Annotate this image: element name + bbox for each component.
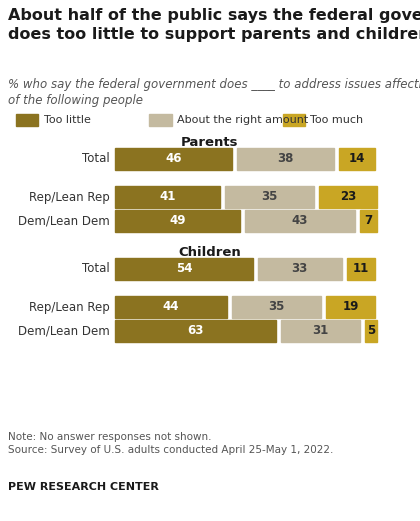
Text: Rep/Lean Rep: Rep/Lean Rep xyxy=(29,301,110,314)
Bar xyxy=(225,186,314,208)
Text: 14: 14 xyxy=(349,153,365,166)
Text: PEW RESEARCH CENTER: PEW RESEARCH CENTER xyxy=(8,482,159,492)
Bar xyxy=(115,210,240,232)
Text: Parents: Parents xyxy=(181,136,239,149)
Text: 63: 63 xyxy=(187,325,204,338)
Text: 31: 31 xyxy=(312,325,328,338)
Bar xyxy=(115,148,232,170)
Text: 11: 11 xyxy=(353,263,369,276)
Bar xyxy=(283,114,305,127)
Text: Children: Children xyxy=(178,246,242,259)
Text: Too little: Too little xyxy=(44,115,90,125)
Bar xyxy=(258,258,342,280)
Bar xyxy=(237,148,334,170)
Bar xyxy=(115,186,220,208)
Text: Dem/Lean Dem: Dem/Lean Dem xyxy=(18,325,110,338)
Text: Too much: Too much xyxy=(310,115,363,125)
Text: 33: 33 xyxy=(291,263,308,276)
Bar xyxy=(150,114,172,127)
Bar xyxy=(281,320,360,342)
Text: 38: 38 xyxy=(278,153,294,166)
Text: 54: 54 xyxy=(176,263,192,276)
Text: 41: 41 xyxy=(159,191,176,204)
Text: 35: 35 xyxy=(269,301,285,314)
Bar xyxy=(115,296,227,318)
Text: 46: 46 xyxy=(165,153,182,166)
Text: Note: No answer responses not shown.
Source: Survey of U.S. adults conducted Apr: Note: No answer responses not shown. Sou… xyxy=(8,432,333,455)
Bar xyxy=(326,296,375,318)
Text: % who say the federal government does ____ to address issues affecting each
of t: % who say the federal government does __… xyxy=(8,78,420,107)
Bar xyxy=(347,258,375,280)
Bar xyxy=(115,258,253,280)
Text: 49: 49 xyxy=(169,215,186,228)
Text: 23: 23 xyxy=(340,191,356,204)
Text: About the right amount: About the right amount xyxy=(177,115,308,125)
Text: Total: Total xyxy=(82,153,110,166)
Text: 43: 43 xyxy=(291,215,308,228)
Text: 35: 35 xyxy=(261,191,277,204)
Text: Rep/Lean Rep: Rep/Lean Rep xyxy=(29,191,110,204)
Bar xyxy=(365,320,378,342)
Text: 19: 19 xyxy=(342,301,359,314)
Bar xyxy=(16,114,38,127)
Text: About half of the public says the federal government
does too little to support : About half of the public says the federa… xyxy=(8,8,420,42)
Text: 7: 7 xyxy=(365,215,373,228)
Text: Dem/Lean Dem: Dem/Lean Dem xyxy=(18,215,110,228)
Bar xyxy=(245,210,354,232)
Bar xyxy=(360,210,378,232)
Text: 44: 44 xyxy=(163,301,179,314)
Bar xyxy=(115,320,276,342)
Bar xyxy=(319,186,378,208)
Bar xyxy=(339,148,375,170)
Text: Total: Total xyxy=(82,263,110,276)
Bar xyxy=(232,296,321,318)
Text: 5: 5 xyxy=(367,325,375,338)
